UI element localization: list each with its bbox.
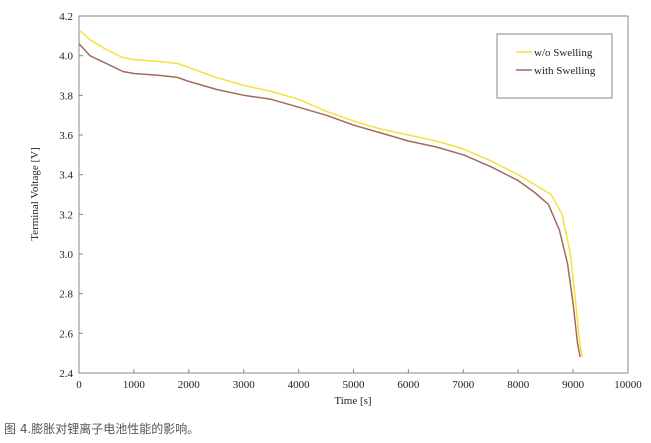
y-axis-title: Terminal Voltage [V]: [29, 147, 41, 241]
x-tick-label: 2000: [178, 379, 201, 391]
x-tick-label: 10000: [614, 379, 642, 391]
y-tick-label: 2.4: [59, 368, 73, 380]
y-tick-label: 3.2: [59, 209, 73, 221]
x-tick-label: 3000: [233, 379, 256, 391]
series-layer: [78, 29, 584, 358]
x-tick-label: 4000: [288, 379, 311, 391]
y-tick-label: 2.6: [59, 328, 73, 340]
x-tick-label: 1000: [123, 379, 146, 391]
y-tick-label: 3.0: [59, 249, 73, 261]
y-tick-label: 2.8: [59, 289, 73, 301]
y-tick-label: 3.8: [59, 90, 73, 102]
figure-caption: 图 4.膨胀对锂离子电池性能的影响。: [4, 422, 200, 436]
x-tick-label: 5000: [343, 379, 366, 391]
legend-label-w-o-swelling: w/o Swelling: [534, 47, 593, 59]
series-line-w-o-swelling: [78, 29, 584, 358]
y-tick-label: 4.2: [59, 11, 73, 23]
legend: w/o Swelling with Swelling: [496, 33, 613, 99]
x-tick-label: 9000: [562, 379, 585, 391]
x-tick-label: 0: [76, 379, 82, 391]
series-line-with-swelling: [78, 43, 581, 358]
y-tick-label: 3.6: [59, 130, 73, 142]
legend-box: [496, 33, 613, 99]
y-tick-label: 3.4: [59, 170, 73, 182]
y-axis-ticks: 2.4 2.6 2.8 3.0 3.2 3.4 3.6 3.8 4.0 4.2: [59, 11, 83, 380]
legend-label-with-swelling: with Swelling: [534, 65, 596, 77]
x-axis-ticks: 0 1000 2000 3000 4000 5000 6000 7000 8000 9000 100…: [76, 369, 642, 391]
x-axis-title: Time [s]: [334, 395, 371, 407]
y-tick-label: 4.0: [59, 51, 73, 63]
x-tick-label: 8000: [507, 379, 530, 391]
x-tick-label: 7000: [452, 379, 475, 391]
x-tick-label: 6000: [397, 379, 420, 391]
